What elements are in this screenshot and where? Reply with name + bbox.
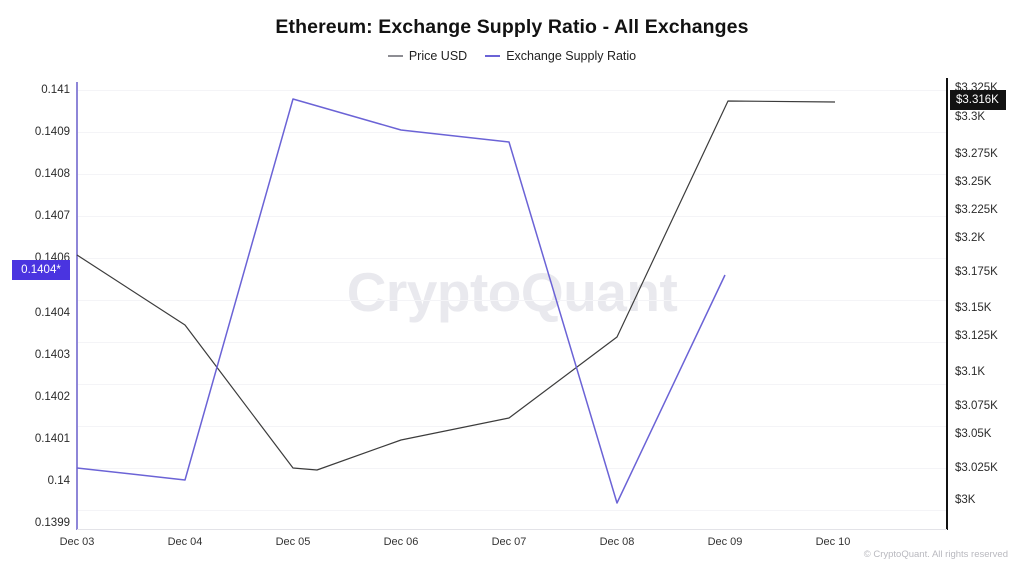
y-axis-right-tick: $3K (955, 494, 976, 506)
x-axis-tick: Dec 04 (167, 536, 203, 548)
y-axis-right-tick: $3.125K (955, 330, 998, 342)
y-axis-left-tick: 0.1403 (34, 349, 70, 361)
gridline (77, 216, 947, 217)
y-axis-right-tick: $3.1K (955, 366, 986, 378)
gridline (77, 174, 947, 175)
line-dash-icon (387, 55, 403, 57)
legend-item-price-usd[interactable]: Price USD (387, 49, 468, 63)
gridline (77, 132, 947, 133)
price-usd-line (76, 100, 836, 471)
x-axis-tick: Dec 06 (383, 536, 419, 548)
line-dash-icon (485, 55, 501, 57)
gridline (77, 384, 947, 385)
y-axis-left-tick: 0.1399 (34, 517, 70, 529)
y-axis-right-tick: $3.2K (955, 232, 986, 244)
y-axis-left-tick: 0.14 (47, 475, 70, 487)
chart-legend: Price USD Exchange Supply Ratio (0, 49, 1024, 63)
x-axis-tick: Dec 09 (707, 536, 743, 548)
y-axis-left-tick: 0.1404 (34, 307, 70, 319)
x-axis-tick: Dec 03 (59, 536, 95, 548)
legend-label-price-usd: Price USD (408, 49, 468, 63)
y-axis-right-spine (946, 78, 948, 530)
y-axis-left-tick: 0.1408 (34, 168, 70, 180)
y-axis-left-tick: 0.1407 (34, 210, 70, 222)
copyright-credit: © CryptoQuant. All rights reserved (863, 549, 1008, 560)
legend-label-exchange-supply-ratio: Exchange Supply Ratio (506, 49, 637, 63)
y-axis-right-tick: $3.175K (955, 266, 998, 278)
gridline (77, 258, 947, 259)
legend-item-exchange-supply-ratio[interactable]: Exchange Supply Ratio (485, 49, 636, 63)
y-axis-right-tick: $3.25K (955, 176, 992, 188)
gridline (77, 90, 947, 91)
y-axis-right-tick: $3.075K (955, 400, 998, 412)
gridline (77, 342, 947, 343)
y-axis-right-tick: $3.275K (955, 148, 998, 160)
y-axis-left-tick: 0.141 (41, 84, 70, 96)
y-axis-right-tick: $3.05K (955, 428, 992, 440)
left-axis-current-value-badge[interactable]: 0.1404* (12, 260, 70, 280)
x-axis-tick: Dec 05 (275, 536, 311, 548)
y-axis-right-tick: $3.3K (955, 111, 986, 123)
x-axis-tick: Dec 10 (815, 536, 851, 548)
gridline (77, 300, 947, 301)
gridline (77, 426, 947, 427)
y-axis-right-tick: $3.025K (955, 462, 998, 474)
x-axis-tick: Dec 07 (491, 536, 527, 548)
y-axis-left-spine (76, 82, 78, 530)
y-axis-left-tick: 0.1401 (34, 433, 70, 445)
y-axis-right-tick: $3.225K (955, 204, 998, 216)
y-axis-right-tick: $3.15K (955, 302, 992, 314)
x-axis-tick: Dec 08 (599, 536, 635, 548)
exchange-supply-ratio-line (76, 98, 726, 504)
chart-title: Ethereum: Exchange Supply Ratio - All Ex… (275, 16, 749, 38)
gridline (77, 510, 947, 511)
right-axis-current-value-badge[interactable]: $3.316K (950, 90, 1006, 110)
x-axis-spine (77, 529, 947, 530)
y-axis-left-tick: 0.1409 (34, 126, 70, 138)
y-axis-left-tick: 0.1402 (34, 391, 70, 403)
gridline (77, 468, 947, 469)
